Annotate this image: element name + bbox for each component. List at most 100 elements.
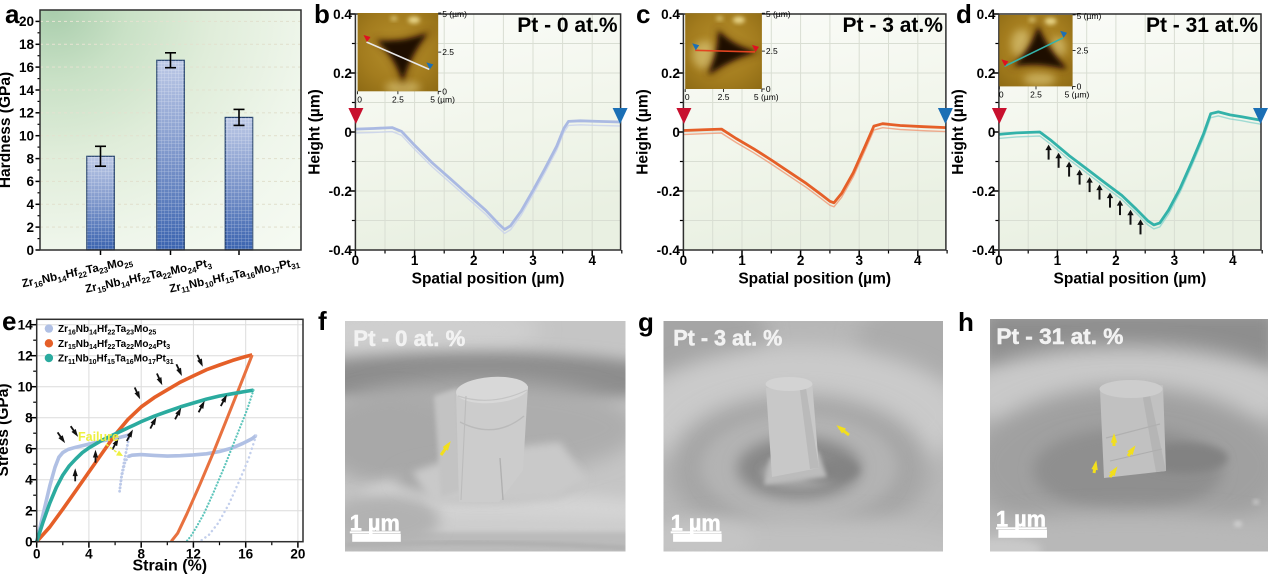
svg-text:Zr15​Nb14​Hf22​Ta22​Mo24​Pt3​: Zr15​Nb14​Hf22​Ta22​Mo24​Pt3​	[58, 339, 170, 351]
svg-text:-0.4: -0.4	[972, 243, 996, 258]
svg-text:5 (µm): 5 (µm)	[766, 9, 791, 19]
svg-text:2.5: 2.5	[442, 47, 454, 57]
svg-text:0: 0	[995, 253, 1003, 268]
svg-text:2.5: 2.5	[1030, 89, 1042, 99]
svg-text:0.2: 0.2	[333, 66, 352, 81]
svg-text:2: 2	[797, 253, 805, 268]
svg-text:0.4: 0.4	[977, 7, 996, 22]
svg-text:h: h	[958, 307, 974, 337]
svg-text:4: 4	[85, 547, 93, 562]
svg-text:Zr16​Nb14​Hf22​Ta23​Mo25​: Zr16​Nb14​Hf22​Ta23​Mo25​	[21, 255, 135, 292]
svg-text:6: 6	[26, 174, 34, 189]
svg-text:0: 0	[766, 84, 771, 94]
svg-text:0: 0	[680, 253, 688, 268]
svg-text:4: 4	[588, 253, 596, 268]
svg-text:5 (µm): 5 (µm)	[430, 94, 455, 104]
svg-text:12: 12	[186, 547, 201, 562]
svg-text:0: 0	[999, 89, 1004, 99]
svg-text:Pt - 0 at.%: Pt - 0 at.%	[517, 14, 618, 37]
svg-text:Zr11​Nb10​Hf15​Ta16​Mo17​Pt31​: Zr11​Nb10​Hf15​Ta16​Mo17​Pt31​	[58, 354, 174, 366]
svg-text:0: 0	[685, 92, 690, 102]
svg-text:14: 14	[19, 83, 35, 98]
svg-text:10: 10	[19, 129, 34, 144]
svg-text:2: 2	[26, 220, 34, 235]
svg-text:1: 1	[1054, 253, 1062, 268]
svg-text:5 (µm): 5 (µm)	[1065, 89, 1090, 99]
svg-text:Zr15​Nb14​Hf22​Ta22​Mo24​Pt3​: Zr15​Nb14​Hf22​Ta22​Mo24​Pt3​	[84, 257, 213, 297]
svg-text:Hardness (GPa): Hardness (GPa)	[0, 72, 14, 188]
svg-text:16: 16	[238, 547, 254, 562]
svg-text:0.4: 0.4	[661, 7, 680, 22]
svg-text:0: 0	[442, 86, 447, 96]
svg-text:0.2: 0.2	[661, 66, 680, 81]
svg-text:8: 8	[137, 547, 145, 562]
svg-text:Stress (GPa): Stress (GPa)	[0, 383, 12, 476]
svg-text:Pt - 31 at. %: Pt - 31 at. %	[996, 324, 1123, 349]
svg-text:12: 12	[18, 349, 33, 364]
svg-text:20: 20	[19, 14, 34, 29]
svg-text:0: 0	[26, 243, 34, 258]
svg-text:2: 2	[1112, 253, 1120, 268]
svg-text:Spatial position (µm): Spatial position (µm)	[1054, 271, 1207, 288]
svg-text:Pt - 0 at. %: Pt - 0 at. %	[353, 326, 465, 351]
svg-text:0.2: 0.2	[977, 66, 996, 81]
svg-text:f: f	[318, 306, 327, 336]
svg-text:4: 4	[914, 253, 922, 268]
svg-text:Zr16​Nb14​Hf22​Ta23​Mo25​: Zr16​Nb14​Hf22​Ta23​Mo25​	[58, 324, 156, 336]
svg-text:3: 3	[1171, 253, 1179, 268]
svg-text:Height (µm): Height (µm)	[634, 89, 651, 175]
svg-text:Spatial position (µm): Spatial position (µm)	[412, 271, 565, 288]
svg-text:g: g	[638, 307, 654, 337]
svg-text:e: e	[2, 306, 16, 336]
svg-text:8: 8	[25, 411, 33, 426]
svg-text:2.5: 2.5	[766, 46, 778, 56]
svg-text:c: c	[636, 0, 650, 29]
svg-text:a: a	[5, 0, 20, 29]
svg-text:20: 20	[290, 547, 305, 562]
svg-text:4: 4	[26, 197, 34, 212]
svg-text:4: 4	[25, 473, 33, 488]
svg-text:5 (µm): 5 (µm)	[1077, 11, 1102, 21]
svg-text:4: 4	[1229, 253, 1237, 268]
svg-text:16: 16	[19, 60, 35, 75]
svg-text:-0.2: -0.2	[329, 184, 352, 199]
svg-text:0: 0	[344, 125, 352, 140]
svg-text:d: d	[956, 0, 972, 29]
svg-text:5 (µm): 5 (µm)	[754, 92, 779, 102]
svg-text:Strain (%): Strain (%)	[132, 558, 207, 575]
svg-text:Failure: Failure	[78, 430, 119, 444]
svg-text:10: 10	[18, 380, 33, 395]
svg-text:1: 1	[411, 253, 419, 268]
svg-text:0: 0	[357, 94, 362, 104]
svg-text:6: 6	[25, 442, 33, 457]
svg-text:2.5: 2.5	[718, 92, 730, 102]
svg-text:-0.2: -0.2	[972, 184, 995, 199]
svg-text:2.5: 2.5	[392, 94, 404, 104]
svg-text:2: 2	[470, 253, 478, 268]
svg-text:Height (µm): Height (µm)	[950, 89, 967, 175]
svg-text:5 (µm): 5 (µm)	[442, 9, 467, 19]
svg-text:Height (µm): Height (µm)	[306, 89, 323, 175]
svg-text:0: 0	[33, 547, 41, 562]
svg-text:Pt - 3 at.%: Pt - 3 at.%	[843, 14, 944, 37]
svg-text:1: 1	[738, 253, 746, 268]
svg-text:3: 3	[855, 253, 863, 268]
svg-text:0: 0	[352, 253, 360, 268]
svg-text:8: 8	[26, 151, 34, 166]
svg-text:0: 0	[25, 535, 33, 550]
svg-text:2.5: 2.5	[1077, 46, 1089, 56]
svg-text:b: b	[314, 0, 330, 29]
svg-text:Pt - 31 at.%: Pt - 31 at.%	[1146, 14, 1258, 37]
svg-text:0: 0	[988, 125, 996, 140]
svg-text:0.4: 0.4	[333, 7, 352, 22]
svg-text:12: 12	[19, 106, 34, 121]
svg-text:Zr11​Nb10​Hf15​Ta16​Mo17​Pt31​: Zr11​Nb10​Hf15​Ta16​Mo17​Pt31​	[168, 256, 301, 297]
svg-text:0: 0	[1077, 81, 1082, 91]
svg-text:0: 0	[672, 125, 680, 140]
svg-text:-0.4: -0.4	[657, 243, 681, 258]
svg-text:Pt - 3 at. %: Pt - 3 at. %	[673, 326, 782, 351]
svg-text:3: 3	[529, 253, 537, 268]
svg-text:Spatial position (µm): Spatial position (µm)	[738, 271, 891, 288]
svg-text:2: 2	[25, 504, 33, 519]
svg-text:-0.4: -0.4	[329, 243, 353, 258]
